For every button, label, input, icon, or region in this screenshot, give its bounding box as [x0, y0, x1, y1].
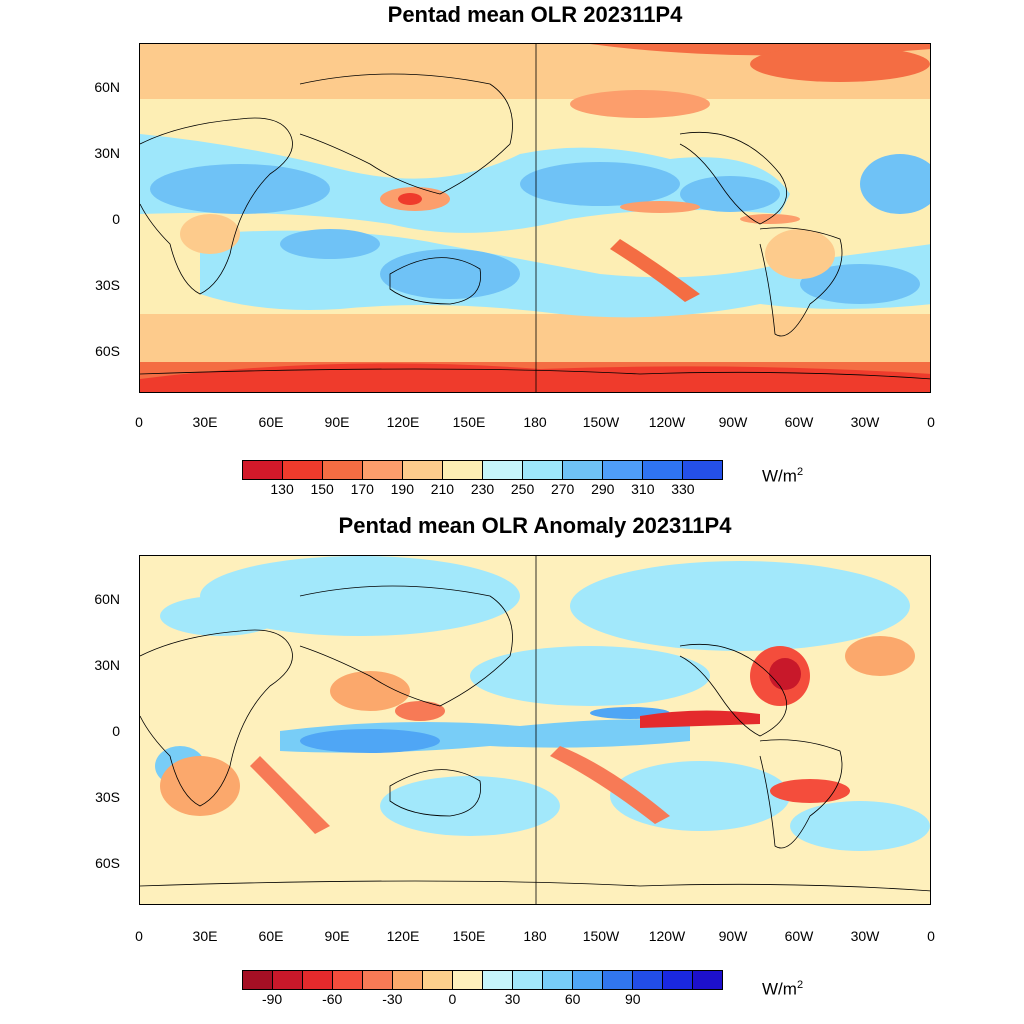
lon-label: 30E: [192, 414, 218, 430]
lon-label: 30W: [850, 414, 880, 430]
colorbar-swatch: [243, 461, 283, 479]
lon-label: 60W: [784, 414, 814, 430]
lon-label: 150W: [582, 414, 620, 430]
lat-label: 60S: [95, 343, 120, 359]
lon-label: 60W: [784, 928, 814, 944]
olr-anomaly-colorbar: [242, 970, 723, 990]
olr-mean-map[interactable]: [139, 43, 931, 393]
colorbar-swatch: [483, 971, 513, 989]
colorbar-tick-label: 210: [430, 481, 455, 497]
olr-mean-title: Pentad mean OLR 202311P4: [387, 2, 683, 27]
colorbar-tick-label: 230: [470, 481, 495, 497]
colorbar-tick-label: 250: [510, 481, 535, 497]
colorbar-swatch: [483, 461, 523, 479]
colorbar-unit: W/m2: [762, 466, 803, 487]
colorbar-tick-label: 310: [631, 481, 655, 497]
colorbar-swatch: [393, 971, 423, 989]
colorbar-tick-label: 90: [625, 991, 641, 1007]
lat-label: 60N: [94, 79, 120, 95]
colorbar-tick-label: 30: [504, 991, 521, 1007]
lon-label: 150W: [582, 928, 620, 944]
colorbar-swatch: [513, 971, 543, 989]
lat-label: 30N: [94, 657, 120, 673]
lon-label: 0: [927, 928, 935, 944]
lon-label: 90W: [718, 414, 748, 430]
lon-label: 0: [927, 414, 935, 430]
lon-label: 180: [523, 928, 547, 944]
lon-label: 60E: [258, 414, 284, 430]
lon-label: 90E: [324, 414, 350, 430]
lat-label: 0: [112, 211, 120, 227]
colorbar-swatch: [643, 461, 683, 479]
colorbar-tick-label: 60: [564, 991, 581, 1007]
colorbar-swatch: [273, 971, 303, 989]
lon-label: 120E: [386, 928, 420, 944]
colorbar-tick-label: -30: [382, 991, 403, 1007]
colorbar-tick-label: 330: [671, 481, 695, 497]
lon-label: 120E: [386, 414, 420, 430]
colorbar-swatch: [523, 461, 563, 479]
colorbar-swatch: [403, 461, 443, 479]
colorbar-swatch: [323, 461, 363, 479]
olr-anomaly-field: [140, 556, 930, 904]
colorbar-tick-label: 270: [550, 481, 575, 497]
colorbar-unit-text: W/m: [762, 979, 797, 999]
lon-label: 90W: [718, 928, 748, 944]
lat-label: 30S: [95, 789, 120, 805]
lon-label: 0: [135, 414, 143, 430]
lon-label: 180: [523, 414, 547, 430]
colorbar-tick-label: 290: [591, 481, 615, 497]
colorbar-tick-label: 0: [448, 991, 457, 1007]
colorbar-swatch: [563, 461, 603, 479]
lon-label: 60E: [258, 928, 284, 944]
colorbar-unit-sup: 2: [796, 979, 804, 991]
lon-label: 0: [135, 928, 143, 944]
colorbar-tick-label: 150: [310, 481, 334, 497]
colorbar-swatch: [453, 971, 483, 989]
lon-label: 30E: [192, 928, 218, 944]
olr-anomaly-title: Pentad mean OLR Anomaly 202311P4: [338, 513, 732, 538]
lon-label: 150E: [452, 928, 486, 944]
lon-label: 90E: [324, 928, 350, 944]
lat-label: 30N: [94, 145, 120, 161]
lat-label: 60S: [95, 855, 120, 871]
colorbar-swatch: [283, 461, 323, 479]
colorbar-swatch: [443, 461, 483, 479]
colorbar-swatch: [603, 971, 633, 989]
colorbar-swatch: [543, 971, 573, 989]
colorbar-swatch: [333, 971, 363, 989]
lon-label: 30W: [850, 928, 880, 944]
lat-label: 60N: [94, 591, 120, 607]
lat-label: 30S: [95, 277, 120, 293]
olr-mean-field: [140, 44, 930, 392]
colorbar-tick-label: 190: [390, 481, 414, 497]
colorbar-swatch: [693, 971, 722, 989]
colorbar-swatch: [603, 461, 643, 479]
colorbar-swatch: [243, 971, 273, 989]
olr-anomaly-map[interactable]: [139, 555, 931, 905]
olr-mean-colorbar: [242, 460, 723, 480]
colorbar-unit-sup: 2: [796, 466, 804, 478]
colorbar-swatch: [683, 461, 722, 479]
colorbar-tick-label: 130: [270, 481, 294, 497]
colorbar-swatch: [363, 971, 393, 989]
colorbar-unit: W/m2: [762, 979, 803, 1000]
colorbar-swatch: [303, 971, 333, 989]
colorbar-tick-label: -90: [261, 991, 283, 1007]
lon-label: 150E: [452, 414, 486, 430]
colorbar-swatch: [363, 461, 403, 479]
lon-label: 120W: [648, 928, 686, 944]
colorbar-tick-label: -60: [322, 991, 343, 1007]
colorbar-tick-label: 170: [350, 481, 374, 497]
colorbar-unit-text: W/m: [762, 466, 797, 486]
colorbar-swatch: [663, 971, 693, 989]
colorbar-swatch: [423, 971, 453, 989]
lat-label: 0: [112, 723, 120, 739]
colorbar-swatch: [633, 971, 663, 989]
lon-label: 120W: [648, 414, 686, 430]
colorbar-swatch: [573, 971, 603, 989]
